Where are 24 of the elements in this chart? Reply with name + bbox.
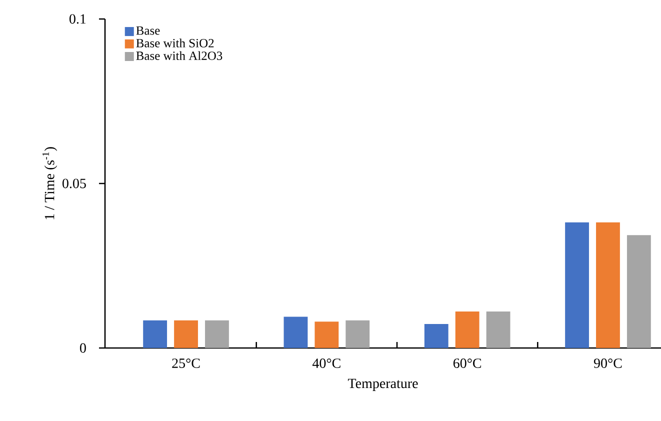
bar [143,320,168,348]
bar [314,322,339,348]
x-tick-label: 60°C [453,358,482,368]
x-tick-label: 25°C [172,358,200,368]
bar [424,324,448,348]
bar [596,222,620,348]
bar [486,311,510,348]
legend-label: Base with Al2O3 [136,51,222,60]
y-axis-title: 1 / Time (s$^{-1}$) [42,147,58,220]
bar [174,320,198,348]
bar [626,235,651,348]
bar [565,222,589,348]
x-tick-label: 40°C [312,358,340,368]
y-tick-label: 0 [80,343,86,353]
y-tick-label: 0.05 [62,178,86,188]
legend-label: Base with SiO2 [136,38,214,48]
bar [284,316,308,348]
bar [346,320,370,348]
bar [205,320,229,348]
bar [455,311,480,348]
legend-label: Base [136,26,160,35]
x-axis-title: Temperature [348,378,418,391]
y-tick-label: 0.1 [70,14,86,24]
x-tick-label: 90°C [594,358,622,368]
